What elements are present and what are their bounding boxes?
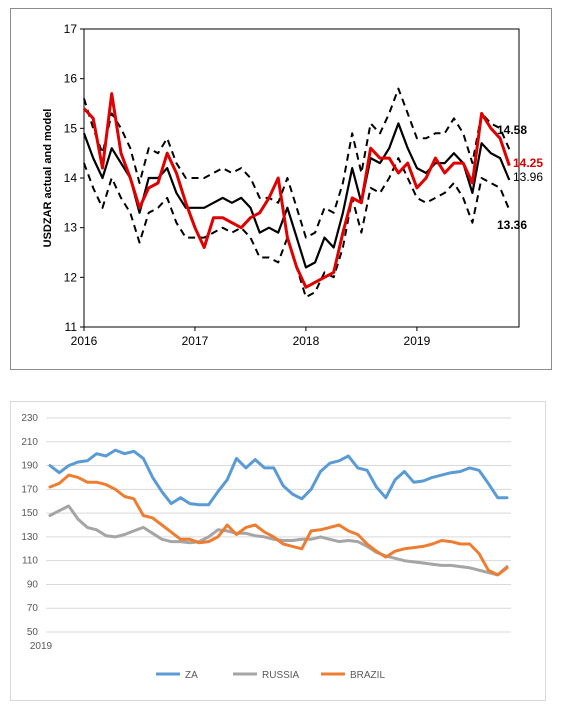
y-tick-label: 16 bbox=[64, 72, 78, 86]
currency-index-chart: 50 70 90 110 130 150 170 190 210 230 2019 ZA RUSSIA B… bbox=[10, 401, 546, 701]
y-tick-label: 150 bbox=[21, 508, 38, 519]
y-tick-label: 170 bbox=[21, 484, 38, 495]
legend-label: RUSSIA bbox=[262, 670, 300, 681]
x-tick-label: 2019 bbox=[30, 641, 53, 652]
y-tick-label: 110 bbox=[22, 556, 38, 567]
legend-label: BRAZIL bbox=[350, 670, 385, 681]
y-tick-label: 15 bbox=[64, 121, 78, 135]
y-axis-label: USDZAR actual and model bbox=[42, 109, 54, 248]
usdzar-model-chart: 11 12 13 14 15 16 17 2016 2017 2018 2019 USDZAR act… bbox=[10, 8, 552, 370]
end-value-label: 14.58 bbox=[497, 123, 527, 137]
y-tick-label: 70 bbox=[27, 603, 39, 614]
end-value-label: 13.36 bbox=[497, 218, 527, 232]
y-tick-label: 190 bbox=[21, 461, 38, 472]
y-tick-label: 50 bbox=[27, 627, 39, 638]
usdzar-chart-plot: 11 12 13 14 15 16 17 2016 2017 2018 2019 USDZAR act… bbox=[42, 22, 543, 348]
x-tick-label: 2016 bbox=[71, 334, 98, 348]
end-value-label: 14.25 bbox=[513, 156, 543, 170]
y-tick-label: 17 bbox=[64, 22, 78, 36]
actual-series-line bbox=[82, 92, 511, 289]
legend-label: ZA bbox=[185, 670, 198, 681]
y-tick-label: 11 bbox=[65, 320, 78, 334]
x-tick-label: 2018 bbox=[293, 334, 320, 348]
x-tick-label: 2017 bbox=[182, 334, 209, 348]
y-tick-label: 12 bbox=[64, 270, 78, 284]
y-tick-label: 130 bbox=[21, 532, 38, 543]
y-tick-label: 210 bbox=[21, 437, 38, 448]
y-tick-label: 13 bbox=[64, 221, 78, 235]
upper-band-line bbox=[83, 87, 511, 239]
x-tick-label: 2019 bbox=[404, 334, 431, 348]
series-line-za bbox=[48, 448, 509, 507]
y-tick-label: 230 bbox=[21, 413, 38, 424]
y-tick-label: 90 bbox=[27, 579, 39, 590]
y-tick-label: 14 bbox=[64, 171, 78, 185]
end-value-label: 13.96 bbox=[513, 170, 543, 184]
currency-index-plot: 50 70 90 110 130 150 170 190 210 230 2019 ZA RUSSIA B… bbox=[21, 413, 511, 681]
model-series-line bbox=[82, 122, 511, 269]
series-line-brazil bbox=[48, 473, 509, 577]
